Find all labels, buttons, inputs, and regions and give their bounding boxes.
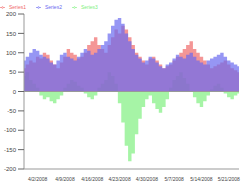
svg-text:200: 200 <box>8 11 17 17</box>
svg-text:0: 0 <box>13 89 17 95</box>
html-text:Series1: Series1 <box>9 4 26 10</box>
svg-text:50: 50 <box>9 69 16 75</box>
svg-text:-200: -200 <box>8 166 17 172</box>
svg-text:-100: -100 <box>8 127 17 133</box>
svg-text:150: 150 <box>8 31 17 37</box>
svg-text:100: 100 <box>8 50 17 56</box>
svg-text:4/9/2008: 4/9/2008 <box>55 176 75 182</box>
svg-text:4/2/2008: 4/2/2008 <box>28 176 48 182</box>
svg-text:5/7/2008: 5/7/2008 <box>164 176 184 182</box>
svg-text:-50: -50 <box>8 108 17 114</box>
svg-text:4/23/2008: 4/23/2008 <box>108 176 130 182</box>
svg-text:-150: -150 <box>8 147 17 153</box>
svg-text:4/30/2008: 4/30/2008 <box>136 176 158 182</box>
svg-text:4/16/2008: 4/16/2008 <box>81 176 103 182</box>
html-text:Series2: Series2 <box>45 4 62 10</box>
svg-text:5/14/2008: 5/14/2008 <box>190 176 212 182</box>
html-text:Series3: Series3 <box>80 4 98 10</box>
svg-text:5/21/2008: 5/21/2008 <box>218 176 237 182</box>
